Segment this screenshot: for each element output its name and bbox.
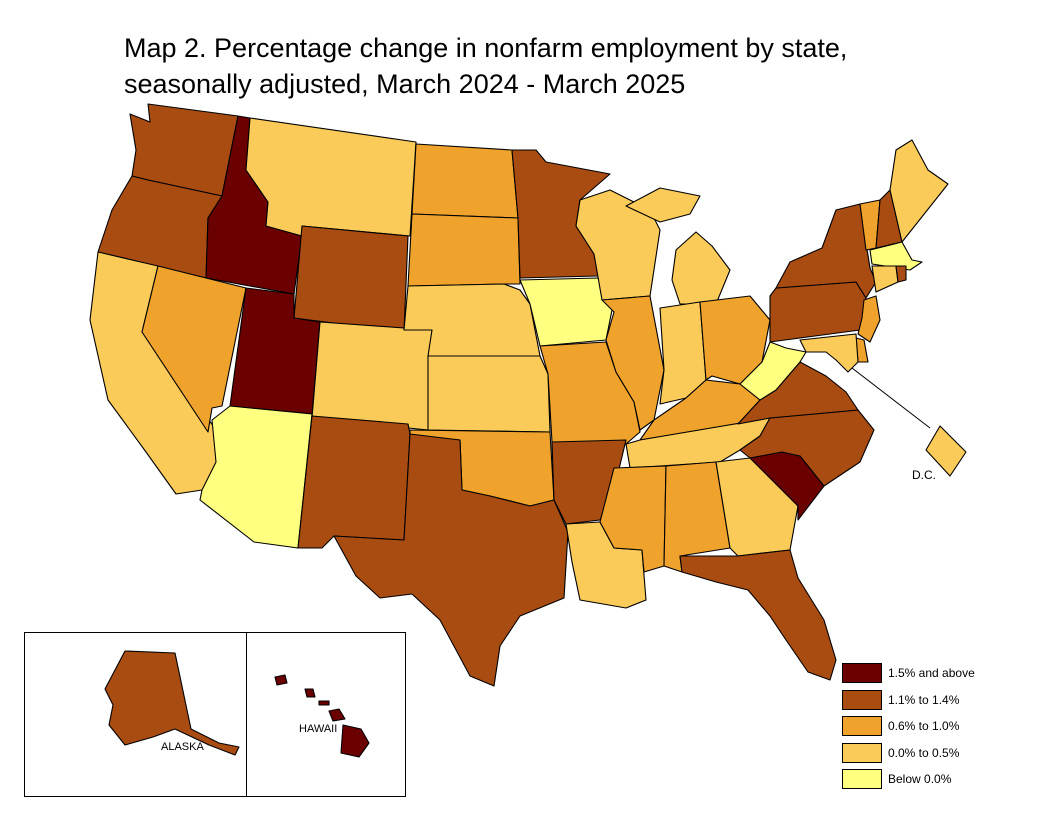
map-legend: 1.5% and above 1.1% to 1.4% 0.6% to 1.0%… [842,660,975,793]
state-north-dakota [411,143,519,219]
state-hawaii-maui [328,708,346,722]
state-michigan [625,187,731,305]
legend-item: 0.0% to 0.5% [842,740,975,767]
legend-swatch [842,663,882,684]
title-line-1: Map 2. Percentage change in nonfarm empl… [124,33,848,63]
legend-item: Below 0.0% [842,766,975,793]
state-connecticut [871,265,899,293]
state-wyoming [293,225,409,333]
legend-item: 1.1% to 1.4% [842,687,975,714]
state-florida [679,549,837,681]
state-rhode-island [895,265,907,283]
state-alaska [104,650,240,756]
legend-item: 1.5% and above [842,660,975,687]
state-hawaii-molokai [318,700,330,706]
state-arizona [199,405,313,549]
state-west-virginia [739,341,807,401]
state-texas [333,433,569,687]
legend-swatch [842,716,882,737]
map-title: Map 2. Percentage change in nonfarm empl… [124,30,984,102]
state-hawaii-oahu [304,688,316,698]
state-south-dakota [407,213,521,287]
legend-label: 0.6% to 1.0% [888,719,960,734]
legend-label: 0.0% to 0.5% [888,745,960,760]
state-new-york [775,203,877,299]
state-hawaii-kauai [274,674,288,686]
state-kansas [427,355,551,433]
state-north-carolina [739,409,875,487]
state-maine [889,139,949,243]
dc-label: D.C. [912,468,936,482]
state-new-mexico [297,415,411,549]
alaska-label: ALASKA [161,741,204,753]
legend-label: 1.5% and above [888,666,975,681]
state-illinois [601,295,665,431]
alaska-map [104,650,240,756]
legend-swatch [842,769,882,790]
state-massachusetts [869,241,923,271]
state-pennsylvania [769,281,867,343]
legend-item: 0.6% to 1.0% [842,713,975,740]
alaska-inset: ALASKA [24,632,247,797]
legend-swatch [842,689,882,710]
hawaii-label: HAWAII [299,723,338,735]
hawaii-inset: HAWAII [246,632,406,797]
legend-label: Below 0.0% [888,772,952,787]
state-district-of-columbia [925,425,967,477]
title-line-2: seasonally adjusted, March 2024 - March … [124,69,686,99]
state-montana [245,117,417,237]
state-maryland [799,333,859,373]
legend-label: 1.1% to 1.4% [888,692,960,707]
state-hawaii-big-island [340,724,370,758]
state-new-jersey [857,295,881,343]
state-colorado [311,321,433,431]
legend-swatch [842,742,882,763]
hawaii-map [274,674,370,758]
